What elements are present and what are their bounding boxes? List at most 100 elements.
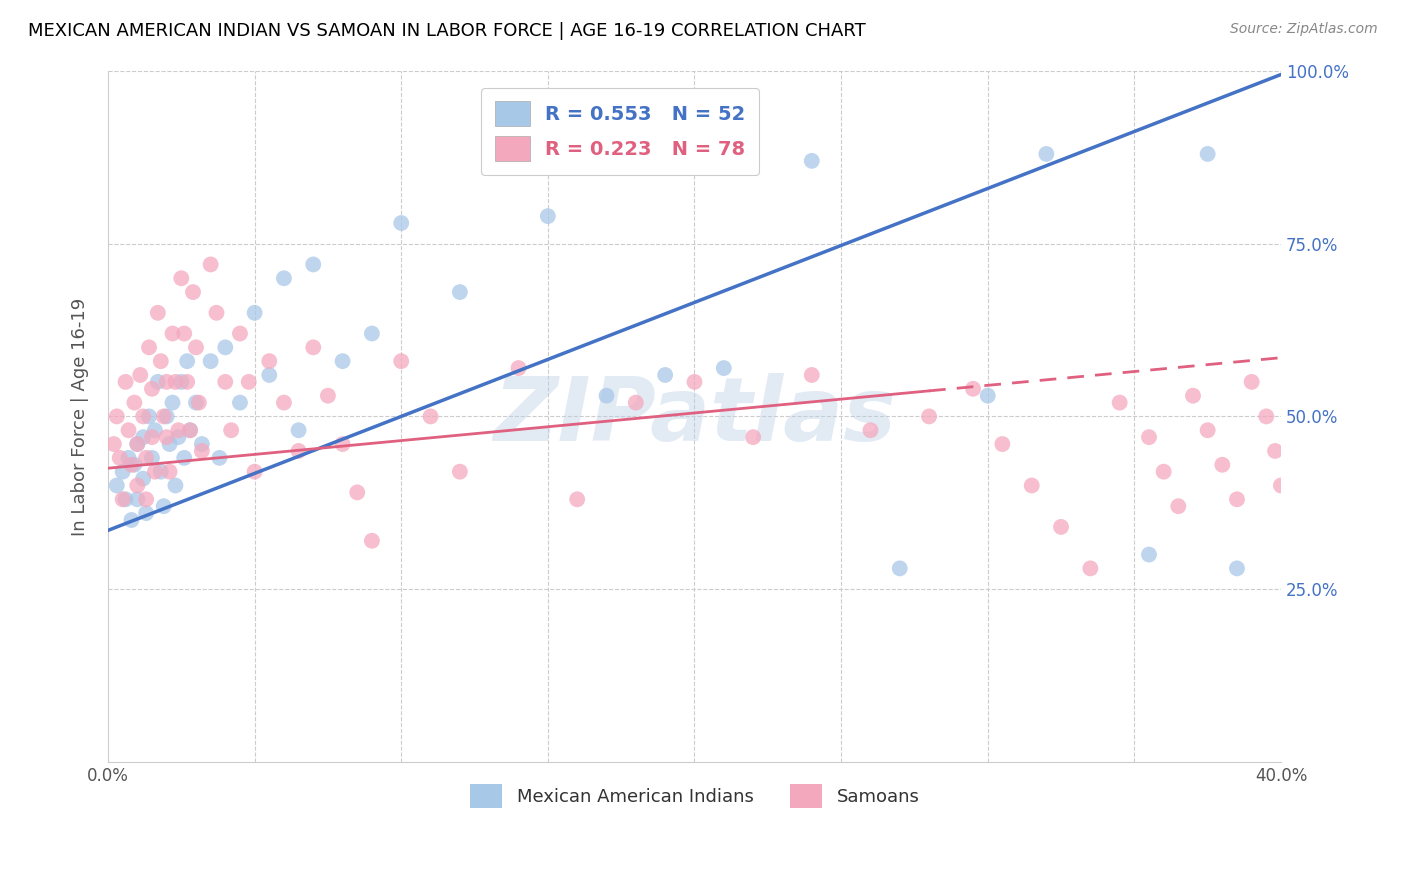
Point [124,395,146,409]
Point [259,368,281,382]
Point [170,271,193,285]
Point [449,465,471,479]
Point [243,465,266,479]
Point [152,499,174,513]
Point [156,375,179,389]
Point [120,458,142,472]
Point [162,326,184,341]
Point [135,450,157,465]
Y-axis label: In Labor Force | Age 16-19: In Labor Force | Age 16-19 [72,297,89,535]
Point [1078,561,1101,575]
Point [302,257,325,271]
Point [508,361,530,376]
Point [537,209,560,223]
Point [1264,444,1286,458]
Point [105,478,128,492]
Point [1153,465,1175,479]
Point [114,375,136,389]
Point [181,285,204,299]
Point [176,375,198,389]
Legend: Mexican American Indians, Samoans: Mexican American Indians, Samoans [463,777,927,815]
Point [105,409,128,424]
Point [1108,395,1130,409]
Point [991,437,1014,451]
Point [287,444,309,458]
Point [162,395,184,409]
Point [176,354,198,368]
Point [179,423,201,437]
Point [238,375,260,389]
Point [259,354,281,368]
Point [1137,430,1160,444]
Point [683,375,706,389]
Text: Source: ZipAtlas.com: Source: ZipAtlas.com [1230,22,1378,37]
Point [200,257,222,271]
Point [159,437,181,451]
Point [165,375,187,389]
Point [173,450,195,465]
Point [138,340,160,354]
Point [1256,409,1278,424]
Point [1167,499,1189,513]
Point [273,395,295,409]
Point [173,326,195,341]
Point [129,368,152,382]
Point [170,375,193,389]
Point [156,409,179,424]
Point [184,340,207,354]
Point [361,326,384,341]
Point [159,465,181,479]
Point [179,423,201,437]
Point [124,458,146,472]
Point [143,465,166,479]
Point [962,382,984,396]
Point [977,389,1000,403]
Text: ZIPatlas: ZIPatlas [494,373,896,460]
Point [214,375,236,389]
Point [167,430,190,444]
Point [127,437,149,451]
Point [1137,548,1160,562]
Point [229,395,252,409]
Point [389,354,412,368]
Point [1035,147,1057,161]
Point [713,361,735,376]
Text: MEXICAN AMERICAN INDIAN VS SAMOAN IN LABOR FORCE | AGE 16-19 CORRELATION CHART: MEXICAN AMERICAN INDIAN VS SAMOAN IN LAB… [28,22,866,40]
Point [135,506,157,520]
Point [1197,423,1219,437]
Point [624,395,647,409]
Point [127,437,149,451]
Point [141,382,163,396]
Point [117,450,139,465]
Point [567,492,589,507]
Point [273,271,295,285]
Point [127,492,149,507]
Point [316,389,339,403]
Point [117,423,139,437]
Point [111,492,134,507]
Point [156,430,179,444]
Point [332,437,354,451]
Point [184,395,207,409]
Point [1226,561,1249,575]
Point [141,450,163,465]
Point [1211,458,1233,472]
Point [1050,520,1073,534]
Point [187,395,209,409]
Point [419,409,441,424]
Point [205,306,228,320]
Point [146,306,169,320]
Point [132,409,155,424]
Point [146,375,169,389]
Point [1270,478,1292,492]
Point [302,340,325,354]
Point [800,368,823,382]
Point [219,423,242,437]
Point [859,423,882,437]
Point [167,423,190,437]
Point [918,409,941,424]
Point [800,153,823,168]
Point [149,465,172,479]
Point [141,430,163,444]
Point [149,354,172,368]
